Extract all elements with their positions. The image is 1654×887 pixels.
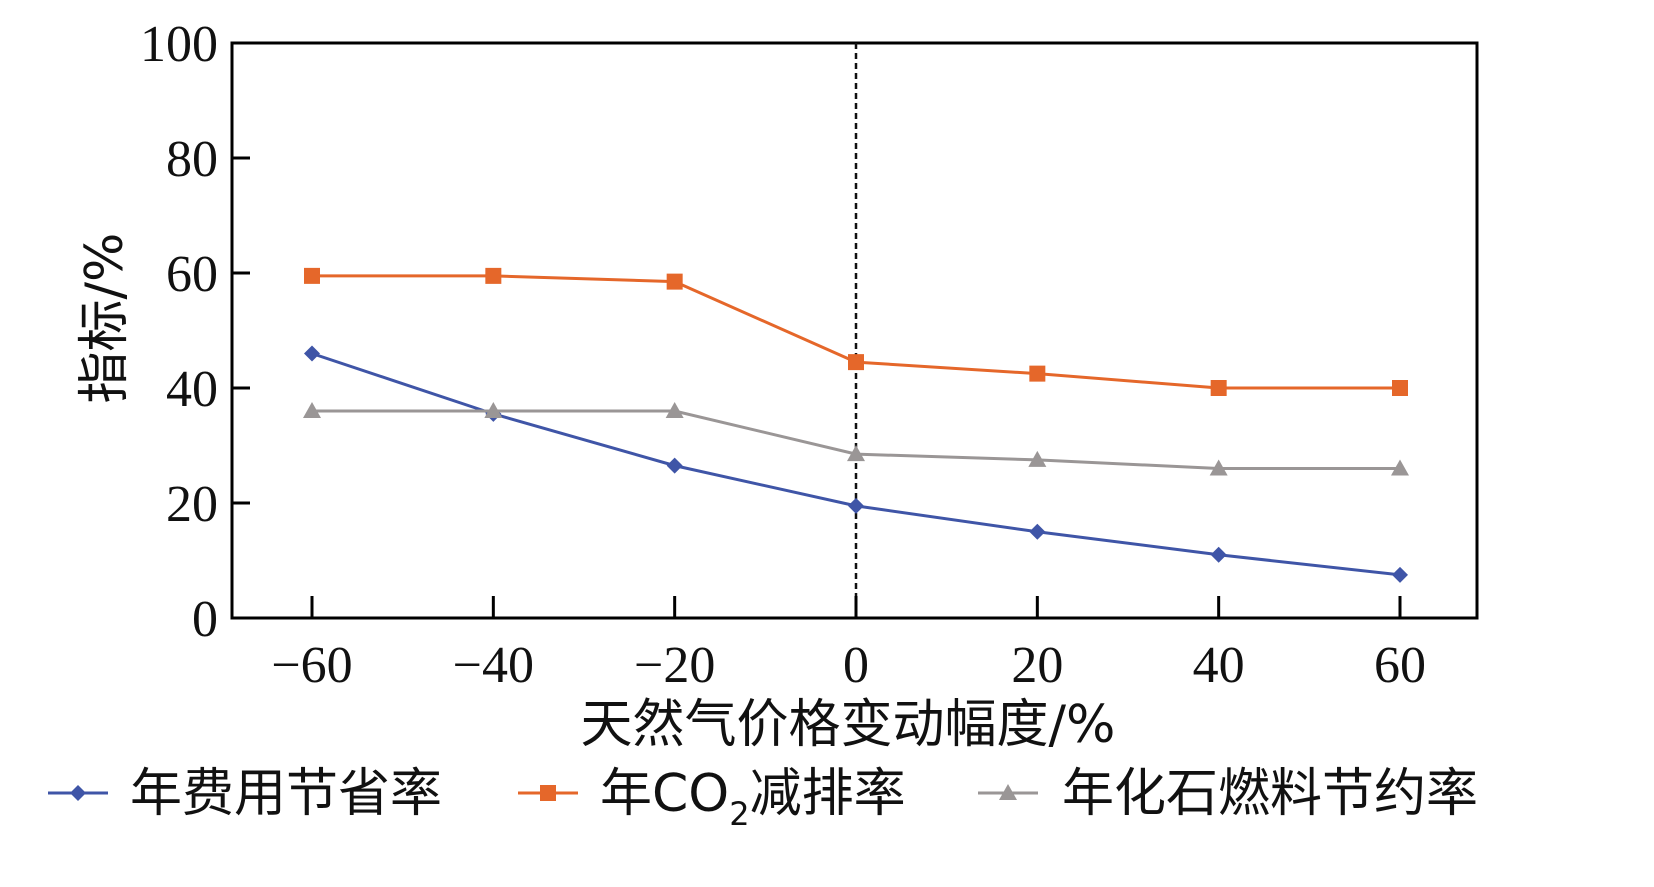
data-point-diamond <box>666 457 683 474</box>
y-axis-label: 指标/% <box>75 233 135 404</box>
series-line <box>312 274 1400 390</box>
data-point-square <box>848 354 864 371</box>
data-point-square <box>485 267 502 284</box>
data-point-square <box>1210 380 1227 396</box>
data-point-diamond <box>1210 546 1227 563</box>
x-tick-label: −20 <box>634 637 715 694</box>
legend-item-fossil-saving: 年化石燃料节约率 <box>978 764 1478 824</box>
legend-marker-diamond-icon <box>70 785 86 801</box>
legend: 年费用节省率 年CO2减排率 年化石燃料节约率 <box>48 764 1478 833</box>
plot-border <box>230 41 1479 620</box>
series-layer <box>303 267 1409 583</box>
x-axis-label: 天然气价格变动幅度/% <box>581 695 1116 755</box>
data-point-triangle <box>847 445 865 462</box>
legend-item-fee-saving: 年费用节省率 <box>48 764 442 824</box>
y-tick-label: 20 <box>166 476 218 533</box>
data-point-square <box>666 273 683 290</box>
data-point-diamond <box>1029 523 1046 540</box>
data-point-diamond <box>1392 566 1408 583</box>
x-axis-ticks: −60 −40 −20 0 20 40 60 <box>271 596 1426 694</box>
data-point-triangle <box>303 402 321 418</box>
data-point-diamond <box>304 345 320 362</box>
y-tick-label: 40 <box>166 361 218 418</box>
legend-marker-square-icon <box>540 785 556 801</box>
y-axis-ticks: 0 20 40 60 80 100 <box>140 16 250 648</box>
legend-co2-suffix: 减排率 <box>750 764 906 824</box>
x-tick-label: 60 <box>1374 637 1426 694</box>
data-point-diamond <box>848 497 864 514</box>
legend-label-fee-saving: 年费用节省率 <box>130 764 442 824</box>
y-tick-label: 0 <box>192 591 218 648</box>
data-point-triangle <box>1028 450 1047 467</box>
legend-label-co2-reduction: 年CO2减排率 <box>600 764 906 833</box>
legend-label-fossil-saving: 年化石燃料节约率 <box>1062 764 1478 824</box>
x-tick-label: 40 <box>1193 637 1245 694</box>
plot-area <box>230 41 1479 620</box>
series-3 <box>303 402 1409 476</box>
y-tick-label: 100 <box>140 16 218 73</box>
legend-marker-triangle-icon <box>999 784 1017 800</box>
legend-co2-prefix: 年CO <box>600 764 729 824</box>
data-point-triangle <box>1391 459 1409 476</box>
data-point-triangle <box>665 402 684 418</box>
legend-co2-subscript: 2 <box>729 795 749 833</box>
y-tick-label: 80 <box>166 131 218 188</box>
data-point-square <box>1392 380 1408 396</box>
y-tick-label: 60 <box>166 246 218 303</box>
x-tick-label: 0 <box>843 637 869 694</box>
x-tick-label: −60 <box>271 637 352 694</box>
data-point-triangle <box>1209 459 1228 476</box>
data-point-square <box>304 267 320 284</box>
data-point-triangle <box>484 402 503 418</box>
data-point-square <box>1029 365 1046 382</box>
x-tick-label: −40 <box>453 637 534 694</box>
legend-item-co2-reduction: 年CO2减排率 <box>518 764 906 833</box>
series-2 <box>304 267 1408 396</box>
x-tick-label: 20 <box>1011 637 1063 694</box>
